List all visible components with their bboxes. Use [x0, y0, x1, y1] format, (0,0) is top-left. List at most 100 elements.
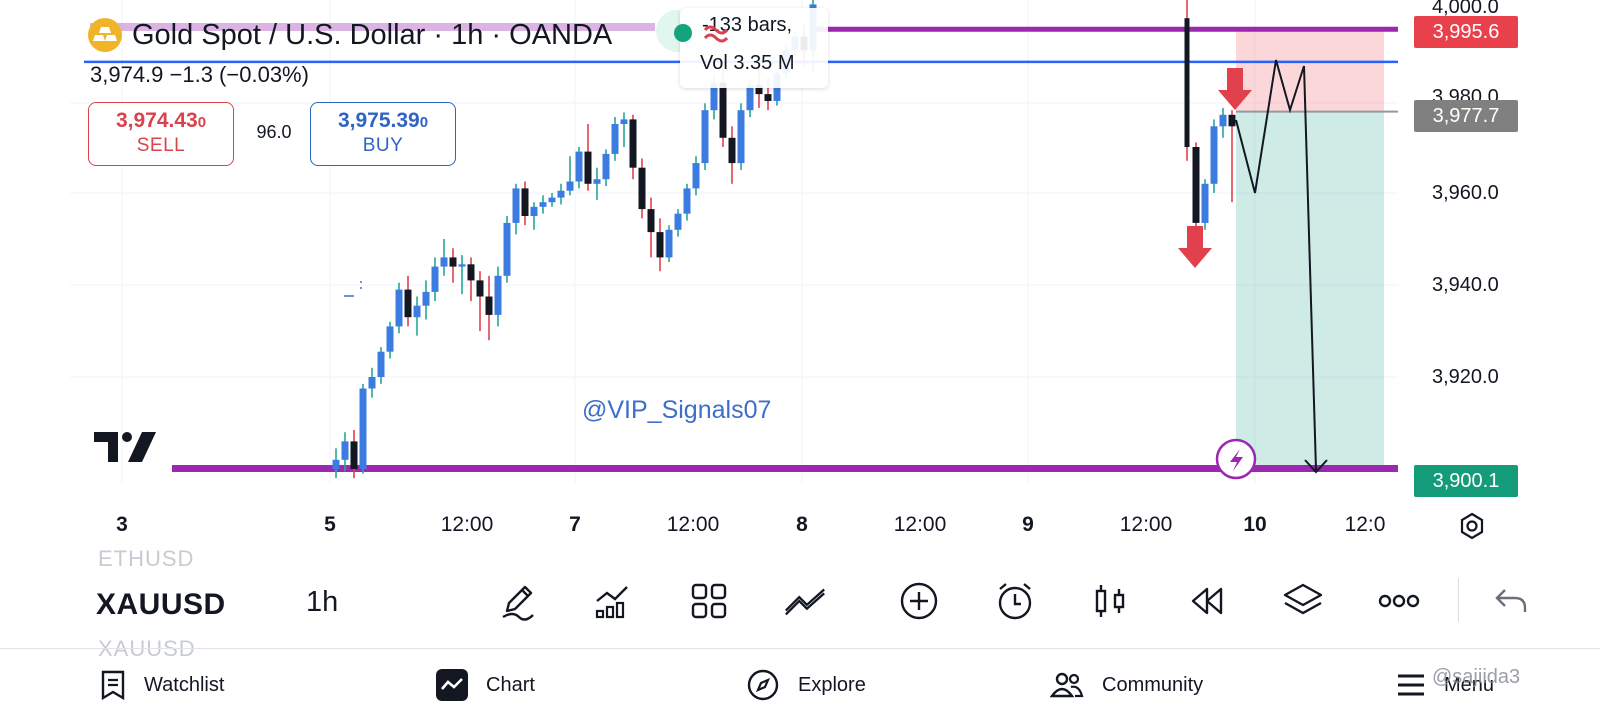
chart-area[interactable]: -133 bars, Vol 3.35 M Gold Spot / U.S. D…: [0, 0, 1600, 540]
candle-body: [1219, 114, 1227, 127]
candle-body: [584, 151, 592, 184]
candle: [737, 103, 745, 170]
bottom-navigation: Watchlist Chart Explore Community Menu: [0, 650, 1600, 720]
candle: [368, 367, 376, 398]
watchlist-icon: [101, 670, 125, 700]
candle-body: [449, 257, 457, 267]
candle-body: [674, 213, 682, 230]
candle-body: [575, 151, 583, 182]
candle-body: [611, 124, 619, 154]
candle: [611, 117, 619, 161]
add-circle-icon[interactable]: [896, 578, 942, 624]
price-axis-label: 4,000.0: [1432, 0, 1499, 18]
nav-label: Watchlist: [144, 673, 225, 696]
layouts-icon[interactable]: [686, 578, 732, 624]
candle: [584, 124, 592, 191]
nav-watchlist[interactable]: Watchlist: [100, 650, 224, 720]
candle: [620, 112, 628, 147]
candle: [728, 126, 736, 184]
layers-icon[interactable]: [1280, 578, 1326, 624]
candle-body: [539, 202, 547, 207]
time-axis-label: 12:00: [893, 513, 947, 536]
candle-body: [710, 82, 718, 111]
alarm-icon[interactable]: [992, 578, 1038, 624]
candle: [458, 255, 466, 295]
symbol-header[interactable]: Gold Spot / U.S. Dollar · 1h · OANDA: [88, 14, 612, 56]
bars-range-tooltip: -133 bars, Vol 3.35 M: [680, 8, 828, 88]
drawing-marker: [344, 281, 362, 297]
candle: [503, 216, 511, 283]
symbol-title: Gold Spot / U.S. Dollar · 1h · OANDA: [132, 18, 613, 51]
candle-body: [386, 326, 394, 352]
pencil-icon[interactable]: [496, 578, 542, 624]
candle: [467, 257, 475, 302]
candle: [638, 158, 646, 219]
buy-price-pip: 0: [419, 114, 429, 131]
spread-value: 96.0: [256, 122, 292, 142]
candle-body: [440, 257, 448, 267]
candle-body: [755, 84, 763, 95]
symbol-selector[interactable]: XAUUSD: [96, 588, 226, 621]
candle-body: [719, 82, 727, 138]
undo-icon[interactable]: [1488, 578, 1534, 624]
candle: [683, 183, 691, 221]
candle: [476, 271, 484, 331]
replay-icon[interactable]: [1184, 578, 1230, 624]
nav-explore[interactable]: Explore: [746, 650, 866, 720]
nav-label: Explore: [798, 673, 866, 696]
candle-body: [422, 291, 430, 306]
compass-icon: [747, 669, 779, 701]
symbol-prev[interactable]: ETHUSD: [98, 546, 195, 571]
bottom-nav-separator: [0, 648, 1600, 649]
candle: [647, 197, 655, 258]
candle: [656, 218, 664, 272]
more-icon[interactable]: [1376, 578, 1422, 624]
candle: [1192, 142, 1200, 235]
bars-volume: Vol 3.35 M: [700, 52, 795, 74]
candle-body: [620, 119, 628, 124]
candle-body: [602, 153, 610, 180]
user-watermark: @sajiida3: [1432, 666, 1521, 688]
lightning-icon: [1230, 449, 1243, 471]
candle: [1228, 110, 1236, 203]
approx-icon: [703, 25, 729, 43]
sell-button[interactable]: 3,974.430 SELL: [88, 102, 234, 166]
sell-price-pip: 0: [197, 114, 207, 131]
candle: [359, 383, 367, 474]
nav-chart[interactable]: Chart: [436, 650, 535, 720]
time-axis-label: 12:0: [1344, 513, 1386, 536]
candle-body: [350, 441, 358, 469]
price-axis-label: 3,960.0: [1432, 182, 1499, 204]
time-axis-label: 9: [1022, 513, 1034, 536]
candle: [350, 429, 358, 479]
buy-button[interactable]: 3,975.390 BUY: [310, 102, 456, 166]
trend-line-icon[interactable]: [782, 578, 828, 624]
sell-arrow-icon: [1218, 68, 1252, 110]
candle-body: [368, 377, 376, 389]
candle-body: [683, 188, 691, 214]
interval-selector[interactable]: 1h: [306, 586, 339, 618]
projection-arrowhead: [1304, 459, 1328, 474]
chart-settings-icon[interactable]: [1456, 510, 1488, 542]
price-chart[interactable]: [0, 0, 1600, 540]
candle-body: [692, 163, 700, 189]
nav-menu[interactable]: Menu: [1396, 650, 1494, 720]
stop-loss-zone: [1236, 29, 1384, 112]
candles-icon[interactable]: [1088, 578, 1134, 624]
menu-icon: [1398, 674, 1424, 696]
nav-community[interactable]: Community: [1050, 650, 1203, 720]
nav-label: Chart: [486, 673, 535, 696]
entry-price-tag: 3,977.7: [1414, 100, 1518, 132]
candle-body: [494, 275, 502, 315]
candle: [530, 202, 538, 230]
candle: [440, 239, 448, 276]
time-axis-label: 12:00: [440, 513, 494, 536]
time-axis-label: 8: [796, 513, 808, 536]
time-axis-label: 12:00: [1119, 513, 1173, 536]
candle: [431, 257, 439, 302]
candle: [674, 209, 682, 237]
candle: [1210, 119, 1218, 193]
indicators-icon[interactable]: [590, 578, 636, 624]
candle-body: [476, 280, 484, 297]
toolbar-divider: [1458, 578, 1459, 622]
